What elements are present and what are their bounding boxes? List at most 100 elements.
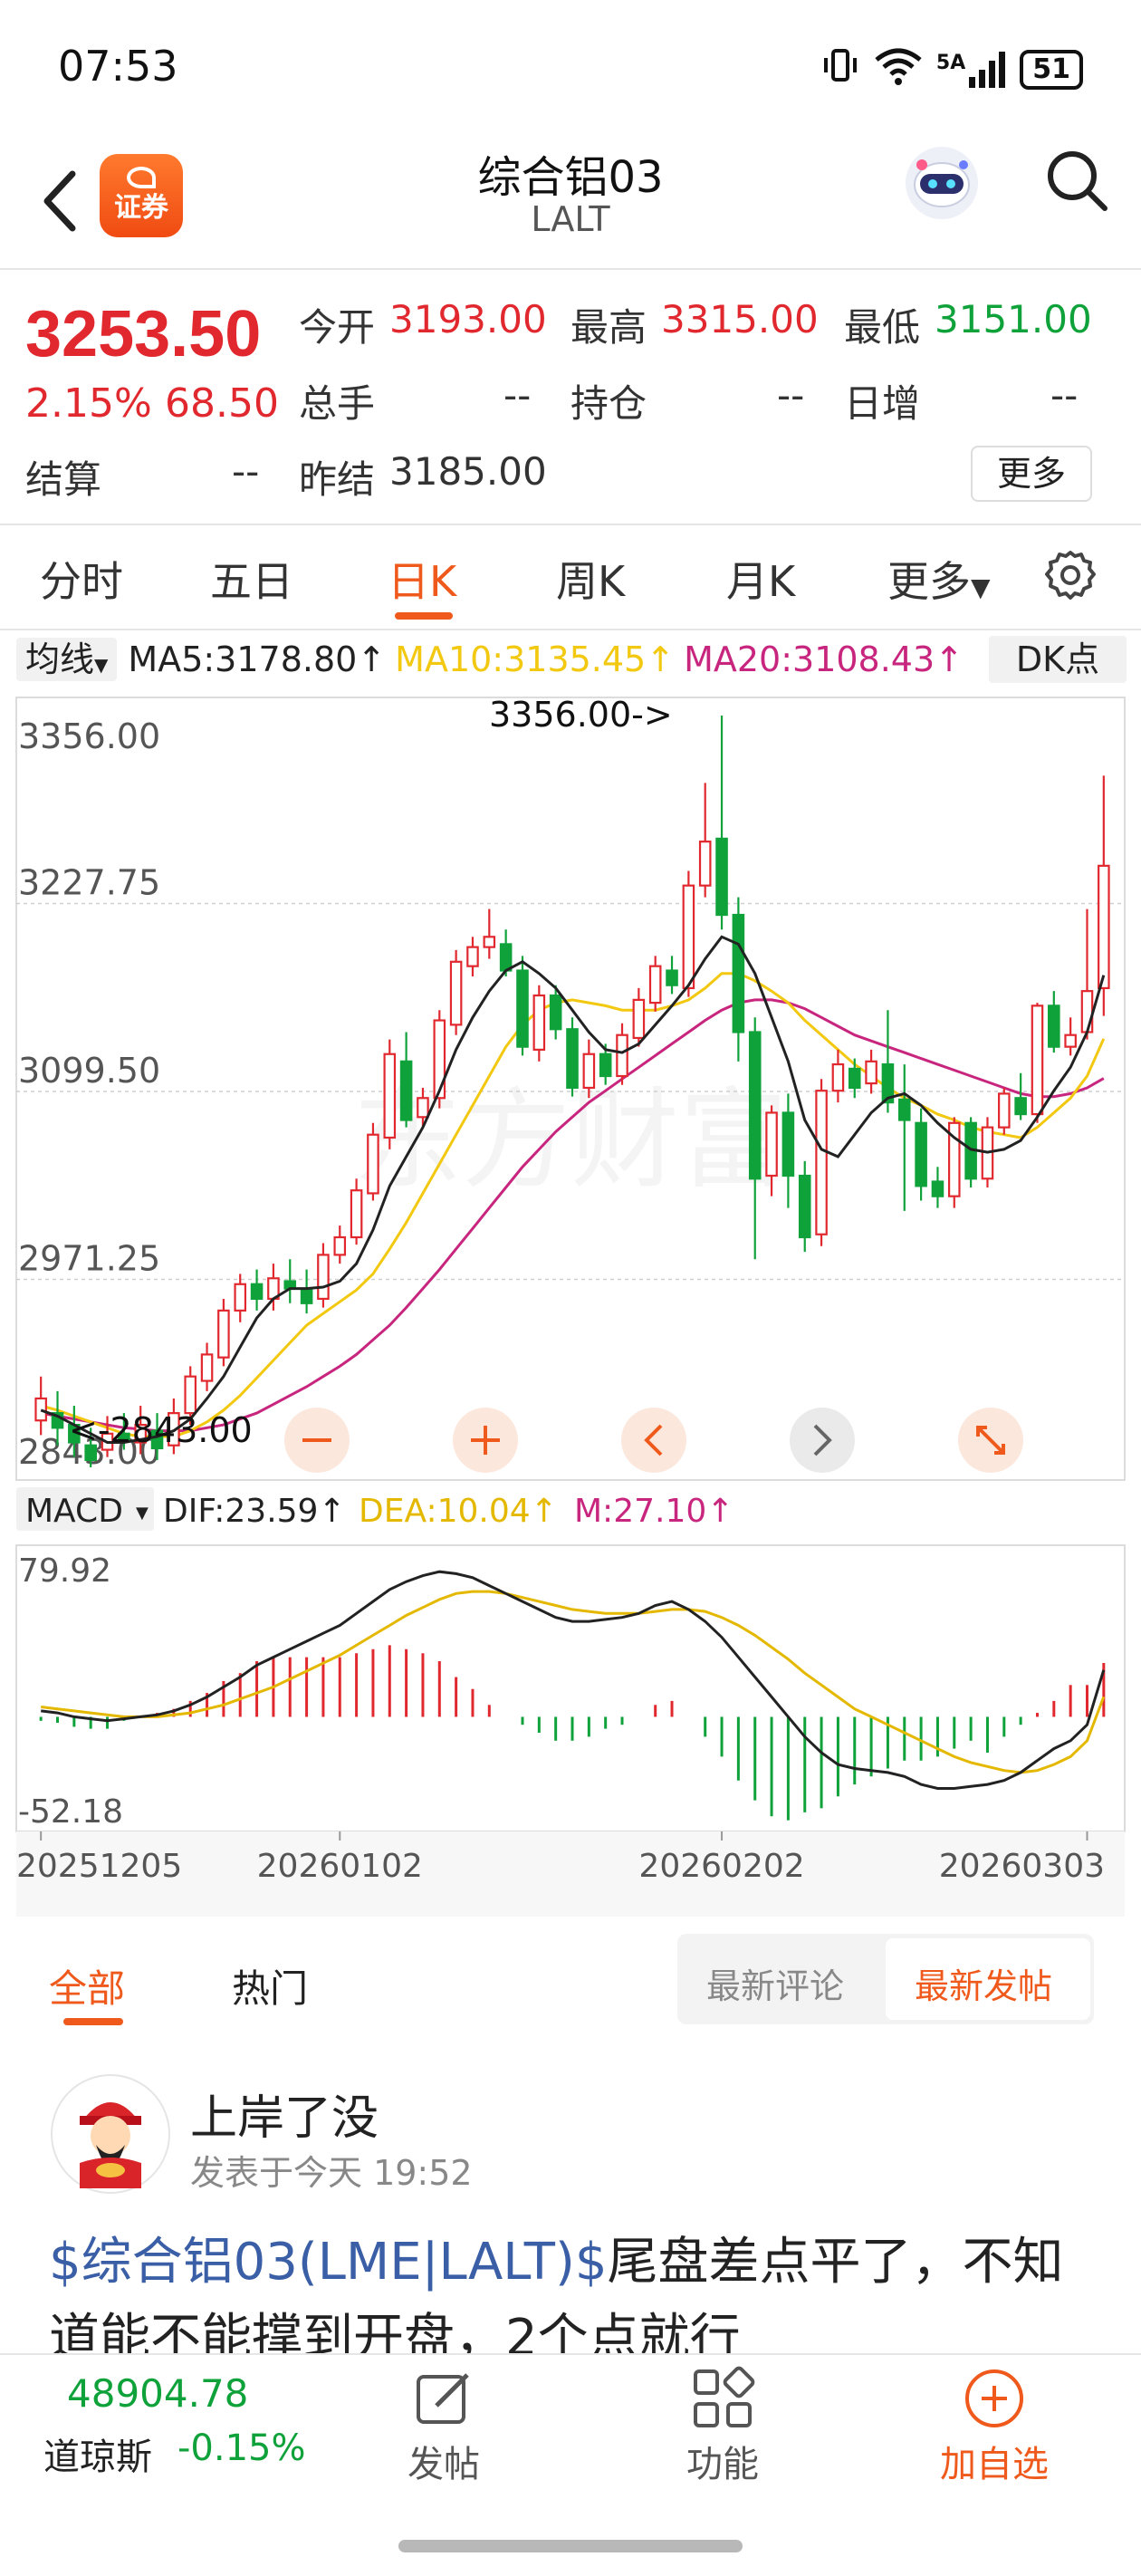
settle-value: --: [232, 449, 260, 494]
indicator-selector-label: 均线: [25, 639, 95, 679]
ai-assistant-robot-icon[interactable]: [896, 138, 987, 228]
battery-indicator: 51: [1020, 49, 1083, 90]
candle: [931, 1167, 944, 1208]
scroll-left-button[interactable]: [621, 1408, 686, 1473]
dk-points-button[interactable]: DK点: [989, 636, 1127, 683]
compose-icon[interactable]: [411, 2366, 476, 2431]
candle: [998, 1087, 1011, 1135]
candle-body: [648, 965, 662, 1004]
daily-increase-label: 日增: [844, 381, 921, 426]
more-quote-button[interactable]: 更多: [971, 446, 1092, 502]
tab-all-posts[interactable]: 全部: [49, 1966, 126, 2011]
candle-body: [781, 1111, 795, 1177]
candle-body: [848, 1067, 861, 1090]
back-arrow-icon[interactable]: [36, 154, 91, 245]
tab-daily-k[interactable]: 日K: [388, 557, 457, 606]
candle-body: [1031, 1004, 1044, 1116]
ma5-line: [40, 935, 1106, 1444]
volume-label: 总手: [299, 381, 376, 426]
candle-body: [748, 1031, 762, 1180]
grid-apps-icon[interactable]: [690, 2366, 755, 2431]
candle: [367, 1122, 379, 1201]
candle-body: [1014, 1097, 1027, 1116]
candle-body: [134, 1423, 147, 1444]
candle-body: [998, 1092, 1011, 1129]
candle: [881, 1010, 895, 1113]
dif-line: [41, 1570, 1106, 1790]
candle-body: [931, 1180, 944, 1197]
dif-legend: DIF:23.59↑: [163, 1493, 346, 1530]
add-watchlist-button[interactable]: 加自选: [940, 2444, 1049, 2485]
candle-body: [118, 1432, 130, 1441]
index-name[interactable]: 道琼斯: [43, 2437, 152, 2478]
zoom-in-button[interactable]: [453, 1408, 518, 1473]
change-amount: 68.50: [165, 380, 279, 427]
candle-body: [150, 1429, 164, 1450]
sort-latest-post-button[interactable]: 最新发帖: [915, 1966, 1053, 2006]
candle-body: [184, 1375, 197, 1415]
x-axis-labels: 20251205 20260102 20260202 20260303: [16, 1831, 1105, 1885]
y-tick-label: 3356.00: [18, 716, 160, 756]
macd-selector-label: MACD: [25, 1493, 123, 1530]
index-change[interactable]: -0.15%: [177, 2427, 306, 2469]
status-icons: 5A 51: [820, 45, 1083, 93]
kline-chart[interactable]: 东方财富 3356.003227.753099.502971.252843.00…: [0, 688, 1141, 1917]
candle: [897, 1064, 911, 1211]
candle: [234, 1274, 247, 1322]
candle-body: [566, 1028, 579, 1090]
candle: [848, 1058, 861, 1099]
candle-body: [881, 1062, 895, 1104]
candle-body: [466, 946, 479, 967]
avatar[interactable]: [51, 2074, 170, 2194]
stock-link[interactable]: $综合铝03(LME|LALT)$: [49, 2233, 608, 2292]
tab-weekly-k[interactable]: 周K: [556, 557, 626, 606]
candle: [1014, 1072, 1027, 1120]
candle: [333, 1226, 347, 1264]
header-divider: [0, 268, 1141, 270]
sort-latest-comment-button[interactable]: 最新评论: [706, 1966, 845, 2006]
candle: [483, 908, 496, 959]
candle: [715, 716, 728, 930]
candle-body: [732, 913, 745, 1033]
candle-body: [1064, 1033, 1077, 1048]
change-percent: 2.15%: [25, 380, 152, 427]
candle-body: [300, 1287, 313, 1304]
zoom-out-button[interactable]: [284, 1408, 350, 1473]
candle-body: [599, 1053, 612, 1078]
fullscreen-button[interactable]: [958, 1408, 1023, 1473]
function-button[interactable]: 功能: [686, 2444, 759, 2485]
tab-monthly-k[interactable]: 月K: [726, 557, 796, 606]
candle: [217, 1298, 230, 1367]
tab-hot-posts[interactable]: 热门: [232, 1966, 309, 2011]
macd-selector[interactable]: [16, 1487, 154, 1531]
candle: [466, 937, 479, 976]
ma20-line: [40, 998, 1105, 1433]
quote-divider: [0, 524, 1141, 525]
search-icon[interactable]: [1041, 145, 1114, 217]
gear-icon[interactable]: [1041, 547, 1099, 605]
indicator-selector[interactable]: 均线▼: [16, 638, 118, 681]
candle: [549, 985, 562, 1040]
candle-body: [34, 1397, 47, 1422]
x-axis-band: [16, 1831, 1125, 1917]
candle: [449, 949, 463, 1035]
network-type-label: 5A: [935, 51, 966, 74]
tab-intraday[interactable]: 分时: [40, 557, 123, 606]
candle: [865, 1049, 877, 1094]
candle: [947, 1117, 961, 1208]
page-title: 综合铝03: [477, 152, 664, 203]
candle-body: [234, 1283, 247, 1312]
candle-body: [765, 1111, 778, 1177]
candle-body: [682, 884, 695, 990]
candle-body: [715, 837, 728, 917]
tab-more[interactable]: 更多▼: [887, 549, 991, 609]
candle: [1048, 991, 1060, 1053]
post-username[interactable]: 上岸了没: [190, 2091, 379, 2146]
tab-five-day[interactable]: 五日: [210, 557, 293, 606]
page-subtitle: LALT: [531, 199, 610, 239]
add-circle-icon[interactable]: [962, 2366, 1027, 2431]
scroll-right-button[interactable]: [790, 1408, 855, 1473]
post-button[interactable]: 发帖: [408, 2444, 480, 2485]
y-tick-label: 3099.50: [18, 1051, 160, 1091]
index-value[interactable]: 48904.78: [67, 2371, 249, 2416]
